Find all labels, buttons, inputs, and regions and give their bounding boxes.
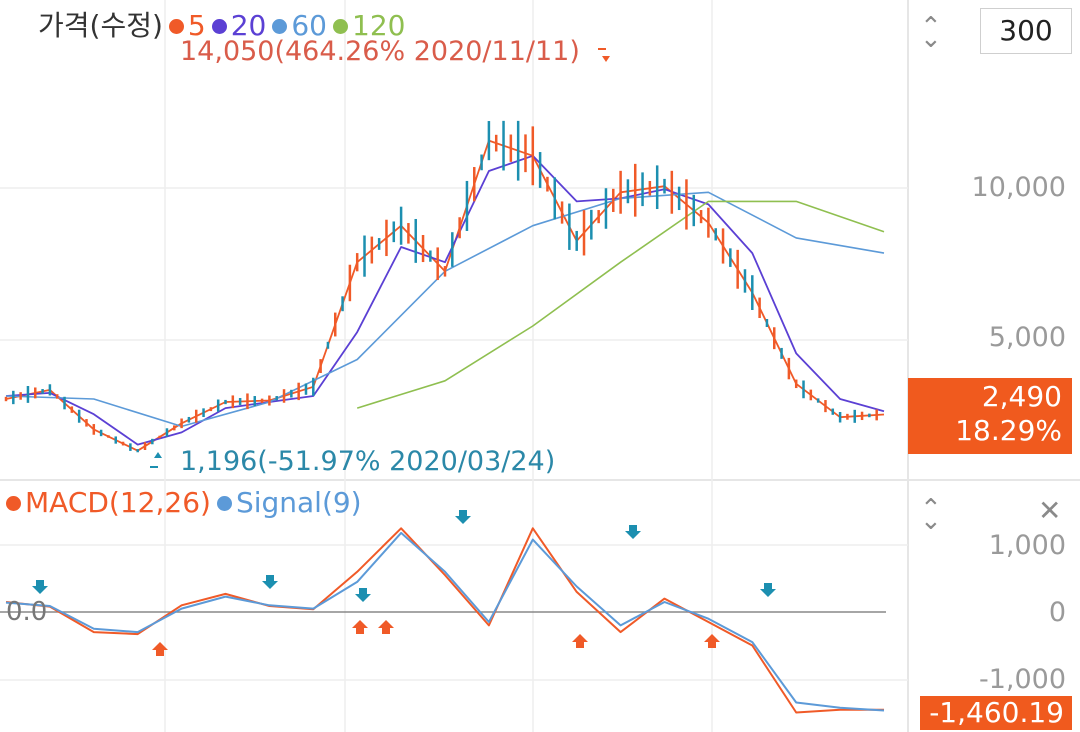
high-marker-icon [598,48,610,62]
macd-tick-0: 0 [1048,597,1066,628]
price-series-group [4,120,885,453]
ma120-label: 120 [352,9,406,42]
low-annotation: 1,196(-51.97% 2020/03/24) [180,446,556,477]
signal-dot [216,495,232,511]
buy-arrow-icon-4 [704,634,720,648]
sell-arrow-icon-1 [262,575,278,589]
macd-label: MACD(12,26) [25,486,211,519]
macd-line-1 [5,531,885,712]
ma120-dot [333,18,348,34]
close-icon[interactable]: ✕ [1038,494,1062,527]
ma60-label: 60 [291,9,327,42]
low-marker-icon [150,452,162,468]
current-change: 18.29% [955,414,1062,447]
sell-arrow-icon-5 [760,583,776,597]
sell-arrow-icon-3 [455,510,471,524]
current-price-badge: 2,490 18.29% [908,378,1072,454]
macd-series-group [5,527,885,714]
macd-tick-1000: 1,000 [988,530,1066,561]
macd-line-0 [5,527,884,714]
buy-arrow-icon-2 [378,620,394,634]
macd-zero-label: 0.0 [6,597,48,627]
current-price: 2,490 [981,380,1062,413]
price-title: 가격(수정) [38,9,163,42]
ma20-dot [211,18,227,34]
sell-arrow-icon-2 [355,588,371,602]
ma60-dot [272,18,288,34]
macd-tick-minus1000: -1,000 [978,664,1066,695]
price-scroll-updown-icon[interactable]: ⌃ ⌄ [920,12,942,54]
price-tick-10000: 10,000 [971,172,1066,203]
signal-markers [32,48,776,656]
signal-label: Signal(9) [235,486,362,519]
price-tick-5000: 5,000 [988,322,1066,353]
macd-scroll-updown-icon[interactable]: ⌃ ⌄ [920,494,942,536]
price-legend: 가격(수정) 5 20 60 120 [38,4,405,44]
buy-arrow-icon-1 [352,620,368,634]
ma-line-120 [356,200,885,409]
ma20-label: 20 [230,9,267,42]
sell-arrow-icon-0 [32,580,48,594]
macd-dot [6,495,21,511]
sell-arrow-icon-4 [625,525,641,539]
macd-legend: MACD(12,26) Signal(9) [6,486,362,519]
buy-arrow-icon-0 [152,642,168,656]
ma5-dot [168,18,184,34]
period-box[interactable]: 300 [980,8,1072,54]
ma5-label: 5 [187,9,206,42]
buy-arrow-icon-3 [572,634,588,648]
high-annotation: 14,050(464.26% 2020/11/11) [180,36,580,67]
macd-current-badge: -1,460.19 [920,696,1072,730]
